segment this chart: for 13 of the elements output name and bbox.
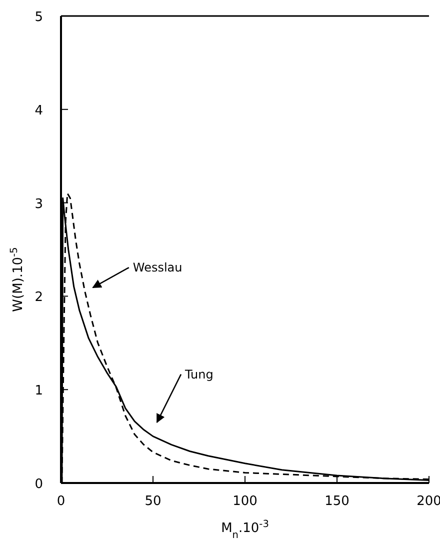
- annotation: Wesslau: [132, 260, 182, 275]
- y-tick-label: 2: [34, 290, 43, 306]
- y-tick-label: 5: [34, 10, 43, 25]
- annotation: Tung: [184, 367, 214, 382]
- x-tick-label: 50: [144, 494, 162, 509]
- x-tick-label: 0: [56, 494, 66, 509]
- y-tick-label: 1: [34, 384, 43, 399]
- x-axis-title: M$_{n}$.10$^{-3}$: [221, 518, 269, 540]
- y-tick-label: 0: [34, 477, 43, 492]
- y-tick-label: 4: [34, 103, 43, 118]
- y-tick-label: 3: [34, 196, 43, 212]
- x-tick-label: 100: [232, 494, 258, 509]
- x-tick-label: 150: [324, 494, 350, 509]
